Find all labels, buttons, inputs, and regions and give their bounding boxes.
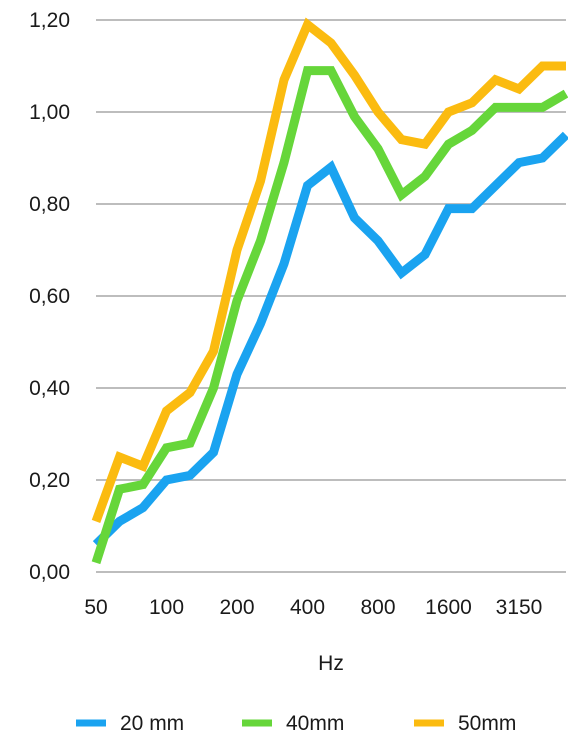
x-tick-label: 50 (84, 596, 107, 619)
y-tick-label: 0,40 (29, 377, 70, 400)
y-axis-tick-labels: 0,00 0,20 0,40 0,60 0,80 1,00 1,20 (29, 9, 70, 584)
series-line-1 (91, 66, 568, 565)
legend-label-2: 50mm (458, 712, 516, 735)
y-tick-label: 0,80 (29, 193, 70, 216)
legend: 20 mm 40mm 50mm (76, 712, 516, 735)
series-line-2 (91, 17, 566, 523)
y-tick-label: 0,20 (29, 469, 70, 492)
x-tick-label: 100 (149, 596, 184, 619)
x-tick-label: 200 (219, 596, 254, 619)
y-tick-label: 1,00 (29, 101, 70, 124)
x-tick-label: 800 (360, 596, 395, 619)
x-axis-tick-labels: 50 100 200 400 800 1600 3150 (84, 596, 542, 619)
x-tick-label: 1600 (425, 596, 472, 619)
y-tick-label: 1,20 (29, 9, 70, 32)
x-axis-title: Hz (318, 652, 344, 675)
legend-label-1: 40mm (286, 712, 344, 735)
series-lines (91, 17, 568, 565)
legend-label-0: 20 mm (120, 712, 184, 735)
y-tick-label: 0,00 (29, 561, 70, 584)
x-tick-label: 3150 (496, 596, 543, 619)
series-line-0 (92, 131, 568, 548)
gridlines (96, 19, 566, 573)
x-tick-label: 400 (290, 596, 325, 619)
y-tick-label: 0,60 (29, 285, 70, 308)
